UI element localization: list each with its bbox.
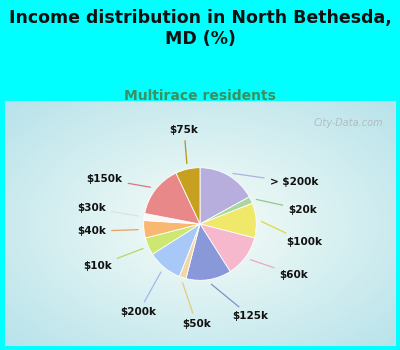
Text: $10k: $10k — [83, 248, 143, 271]
Text: $60k: $60k — [250, 260, 308, 280]
Wedge shape — [176, 168, 200, 224]
Wedge shape — [144, 220, 200, 238]
Wedge shape — [146, 224, 200, 254]
Wedge shape — [200, 168, 249, 224]
Wedge shape — [200, 203, 256, 238]
Text: $50k: $50k — [182, 283, 211, 329]
Text: $30k: $30k — [77, 203, 138, 216]
Text: $200k: $200k — [121, 272, 161, 317]
Wedge shape — [200, 224, 254, 272]
Text: Multirace residents: Multirace residents — [124, 89, 276, 103]
Text: City-Data.com: City-Data.com — [314, 118, 384, 128]
Wedge shape — [145, 173, 200, 224]
Text: $40k: $40k — [77, 226, 138, 236]
Wedge shape — [152, 224, 200, 276]
Wedge shape — [186, 224, 230, 280]
Text: $75k: $75k — [170, 125, 198, 163]
Wedge shape — [200, 197, 252, 224]
Wedge shape — [179, 224, 200, 279]
Text: $100k: $100k — [262, 222, 323, 247]
Text: $150k: $150k — [87, 174, 150, 187]
Text: $125k: $125k — [212, 284, 268, 321]
Text: Income distribution in North Bethesda,
MD (%): Income distribution in North Bethesda, M… — [9, 9, 391, 48]
Text: $20k: $20k — [256, 199, 317, 215]
Wedge shape — [144, 214, 200, 224]
Text: > $200k: > $200k — [233, 174, 318, 187]
